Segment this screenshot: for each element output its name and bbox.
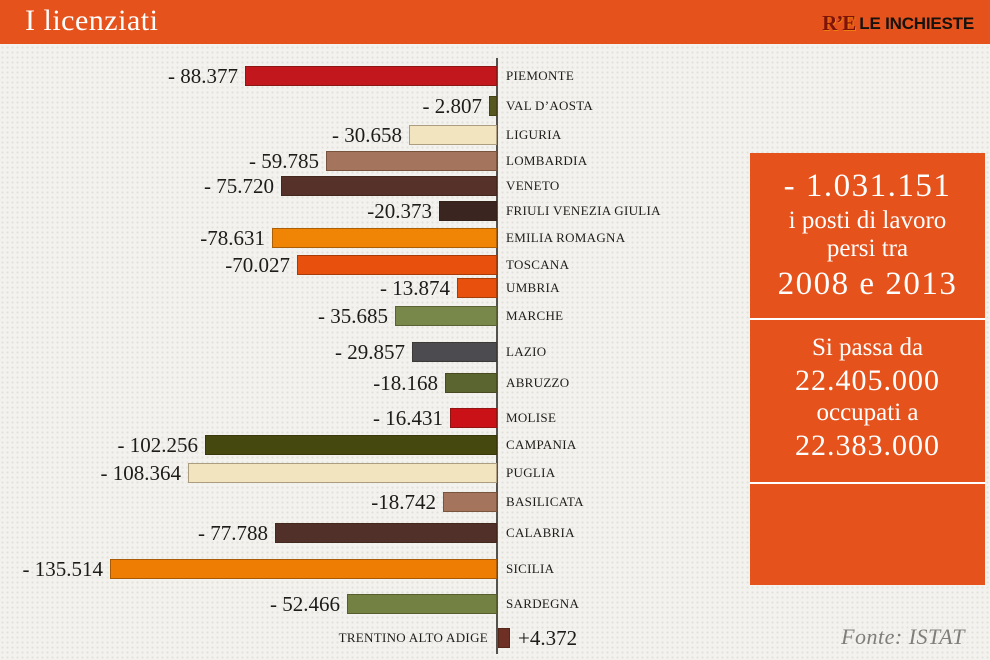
value-label-puglia: - 108.364 — [100, 461, 182, 485]
value-label-molise: - 16.431 — [373, 406, 443, 430]
region-label-campania: CAMPANIA — [506, 437, 577, 452]
value-label-veneto: - 75.720 — [204, 174, 274, 198]
value-label-piemonte: - 88.377 — [168, 64, 238, 88]
bar-trentino-alto-adige — [498, 628, 510, 648]
value-label-sardegna: - 52.466 — [270, 592, 340, 616]
value-label-val-d-aosta: - 2.807 — [422, 94, 483, 118]
chart-axis — [496, 58, 498, 654]
source-note: Fonte: ISTAT — [841, 624, 965, 649]
region-label-basilicata: BASILICATA — [506, 494, 584, 509]
value-label-friuli-venezia-giulia: -20.373 — [367, 199, 432, 223]
region-label-toscana: TOSCANA — [506, 257, 570, 272]
bar-lombardia — [326, 151, 497, 171]
bar-basilicata — [443, 492, 497, 512]
employment-caption-2: occupati a — [816, 399, 919, 426]
jobs-lost-total: - 1.031.151 — [783, 168, 952, 204]
value-label-basilicata: -18.742 — [371, 490, 436, 514]
region-label-trentino-alto-adige: TRENTINO ALTO ADIGE — [338, 630, 488, 645]
page-title: I licenziati — [25, 4, 159, 37]
summary-panel: - 1.031.151 i posti di lavoro persi tra … — [750, 153, 985, 585]
employment-after: 22.383.000 — [795, 429, 940, 462]
bar-val-d-aosta — [489, 96, 497, 116]
region-label-val-d-aosta: VAL D’AOSTA — [506, 98, 594, 113]
bar-umbria — [457, 278, 497, 298]
value-label-trentino-alto-adige: +4.372 — [518, 626, 578, 650]
region-label-lombardia: LOMBARDIA — [506, 153, 588, 168]
jobs-lost-caption-2: persi tra — [826, 235, 909, 262]
bar-campania — [205, 435, 497, 455]
bar-marche — [395, 306, 497, 326]
app-header: I licenziati R’E LE INCHIESTE — [0, 0, 990, 44]
value-label-campania: - 102.256 — [117, 433, 199, 457]
le-inchieste-logo-text: LE INCHIESTE — [859, 13, 974, 33]
region-label-puglia: PUGLIA — [506, 465, 556, 480]
employment-caption-1: Si passa da — [811, 334, 924, 361]
region-label-friuli-venezia-giulia: FRIULI VENEZIA GIULIA — [506, 203, 661, 218]
region-label-abruzzo: ABRUZZO — [506, 375, 570, 390]
region-label-veneto: VENETO — [506, 178, 560, 193]
bar-puglia — [188, 463, 497, 483]
region-label-emilia-romagna: EMILIA ROMAGNA — [506, 230, 626, 245]
value-label-toscana: -70.027 — [225, 253, 290, 277]
region-label-lazio: LAZIO — [506, 344, 547, 359]
bar-molise — [450, 408, 497, 428]
bar-piemonte — [245, 66, 497, 86]
bar-lazio — [412, 342, 497, 362]
jobs-lost-caption-1: i posti di lavoro — [788, 207, 947, 234]
bar-emilia-romagna — [272, 228, 497, 248]
region-label-marche: MARCHE — [506, 308, 564, 323]
value-label-abruzzo: -18.168 — [373, 371, 438, 395]
region-label-sardegna: SARDEGNA — [506, 596, 580, 611]
value-label-liguria: - 30.658 — [332, 123, 402, 147]
region-label-umbria: UMBRIA — [506, 280, 560, 295]
bar-liguria — [409, 125, 497, 145]
bar-sicilia — [110, 559, 497, 579]
value-label-marche: - 35.685 — [318, 304, 388, 328]
bar-veneto — [281, 176, 497, 196]
value-label-sicilia: - 135.514 — [22, 557, 104, 581]
bar-toscana — [297, 255, 497, 275]
region-label-calabria: CALABRIA — [506, 525, 575, 540]
bar-sardegna — [347, 594, 497, 614]
value-label-calabria: - 77.788 — [198, 521, 268, 545]
jobs-lost-summary: - 1.031.151 i posti di lavoro persi tra … — [750, 153, 985, 318]
jobs-lost-years: 2008 e 2013 — [777, 266, 958, 302]
bar-calabria — [275, 523, 497, 543]
repubblica-le-inchieste-logo: R’E LE INCHIESTE — [822, 11, 974, 36]
bar-friuli-venezia-giulia — [439, 201, 497, 221]
region-label-liguria: LIGURIA — [506, 127, 562, 142]
value-label-emilia-romagna: -78.631 — [200, 226, 265, 250]
value-label-umbria: - 13.874 — [380, 276, 450, 300]
region-label-molise: MOLISE — [506, 410, 557, 425]
value-label-lombardia: - 59.785 — [249, 149, 319, 173]
region-label-sicilia: SICILIA — [506, 561, 555, 576]
region-label-piemonte: PIEMONTE — [506, 68, 575, 83]
panel-empty-section — [750, 482, 985, 583]
employment-change-summary: Si passa da 22.405.000 occupati a 22.383… — [750, 318, 985, 482]
employment-before: 22.405.000 — [795, 364, 940, 397]
bar-abruzzo — [445, 373, 497, 393]
repubblica-re-logo-icon: R’E — [822, 11, 856, 35]
value-label-lazio: - 29.857 — [335, 340, 405, 364]
